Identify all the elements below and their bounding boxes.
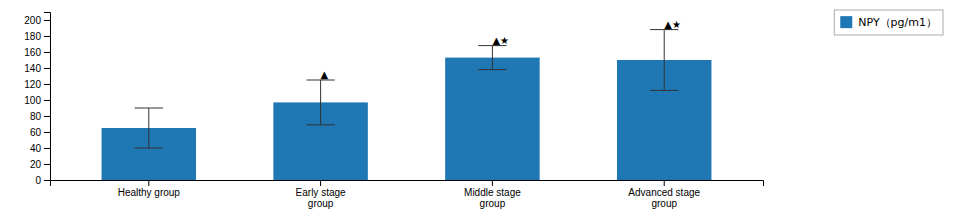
error-bar-cap <box>478 69 506 70</box>
x-tick: Advanced stagegroup <box>628 180 700 209</box>
y-axis: 0 20 40 60 80 100 120 140 160 180 200 <box>24 13 50 186</box>
y-tick-label: 20 <box>30 159 42 170</box>
y-tick-label: 40 <box>30 143 42 154</box>
x-tick: Healthy group <box>118 180 181 198</box>
y-tick-mark <box>44 100 50 101</box>
y-tick-label: 100 <box>24 95 41 106</box>
x-tick-label: Early stagegroup <box>296 187 346 209</box>
x-tick-label-line: group <box>480 198 506 209</box>
error-bar-cap <box>135 148 163 149</box>
x-axis-line <box>51 181 764 187</box>
x-tick-label-line: Early stage <box>296 187 346 198</box>
y-tick-mark <box>44 20 50 21</box>
y-tick-mark <box>44 116 50 117</box>
y-tick-mark <box>44 180 50 181</box>
y-axis-line <box>44 13 51 181</box>
y-tick-label: 80 <box>30 111 42 122</box>
y-tick-label: 0 <box>35 175 41 186</box>
error-bar-cap <box>135 108 163 109</box>
annotations: ▲ ▲★ ▲★ <box>321 19 681 80</box>
y-tick: 20 <box>30 159 50 170</box>
series <box>102 30 712 180</box>
annotation: ▲★ <box>492 35 509 46</box>
error-bar <box>478 46 506 70</box>
x-axis: Healthy groupEarly stagegroupMiddle stag… <box>51 180 764 209</box>
x-tick-label-line: group <box>651 198 677 209</box>
x-tick-label-line: group <box>308 198 334 209</box>
annotation: ▲ <box>321 69 329 80</box>
y-tick-label: 180 <box>24 31 41 42</box>
y-tick: 80 <box>30 111 50 122</box>
x-tick-mark <box>664 180 665 186</box>
marks <box>102 30 712 180</box>
y-tick-mark <box>44 84 50 85</box>
y-tick: 60 <box>30 127 50 138</box>
x-tick-label: Healthy group <box>118 187 181 198</box>
error-bar <box>135 108 163 148</box>
y-tick-label: 200 <box>24 15 41 26</box>
x-tick-mark <box>320 180 321 186</box>
x-tick: Middle stagegroup <box>464 180 521 209</box>
error-bar-line <box>320 80 321 125</box>
x-tick-label-line: Healthy group <box>118 187 181 198</box>
error-bar <box>306 80 334 125</box>
y-tick-label: 160 <box>24 47 41 58</box>
y-tick: 0 <box>35 175 50 186</box>
y-tick: 200 <box>24 15 50 26</box>
chart: 0 20 40 60 80 100 120 140 160 180 200 Healthy group… <box>0 0 953 218</box>
y-tick-mark <box>44 148 50 149</box>
x-tick-mark <box>148 180 149 186</box>
y-tick: 40 <box>30 143 50 154</box>
x-tick-mark <box>492 180 493 186</box>
x-tick-label-line: Advanced stage <box>628 187 700 198</box>
legend-item: NPY（pg/m1） <box>840 16 937 29</box>
x-tick-label: Advanced stagegroup <box>628 187 700 209</box>
error-bar-cap <box>650 90 678 91</box>
error-bar-line <box>664 30 665 91</box>
plot: 0 20 40 60 80 100 120 140 160 180 200 Healthy group… <box>24 13 763 210</box>
y-tick-label: 60 <box>30 127 42 138</box>
legend-swatch <box>840 16 852 28</box>
y-tick: 180 <box>24 31 50 42</box>
error-bar-line <box>492 46 493 70</box>
legend-label: NPY（pg/m1） <box>858 16 937 29</box>
y-tick: 140 <box>24 63 50 74</box>
x-tick-label: Middle stagegroup <box>464 187 521 209</box>
x-tick: Early stagegroup <box>296 180 346 209</box>
y-tick-mark <box>44 132 50 133</box>
error-bar <box>650 30 678 91</box>
bar <box>445 58 539 180</box>
legend: NPY（pg/m1） <box>834 10 943 35</box>
y-tick: 120 <box>24 79 50 90</box>
x-tick-label-line: Middle stage <box>464 187 521 198</box>
y-tick-label: 140 <box>24 63 41 74</box>
y-tick-mark <box>44 68 50 69</box>
y-tick-label: 120 <box>24 79 41 90</box>
y-tick: 100 <box>24 95 50 106</box>
annotation: ▲★ <box>664 19 681 30</box>
error-bar-line <box>148 108 149 148</box>
legend-frame <box>834 10 943 35</box>
y-tick-mark <box>44 164 50 165</box>
y-tick: 160 <box>24 47 50 58</box>
y-tick-mark <box>44 52 50 53</box>
y-tick-mark <box>44 36 50 37</box>
error-bar-cap <box>306 124 334 125</box>
